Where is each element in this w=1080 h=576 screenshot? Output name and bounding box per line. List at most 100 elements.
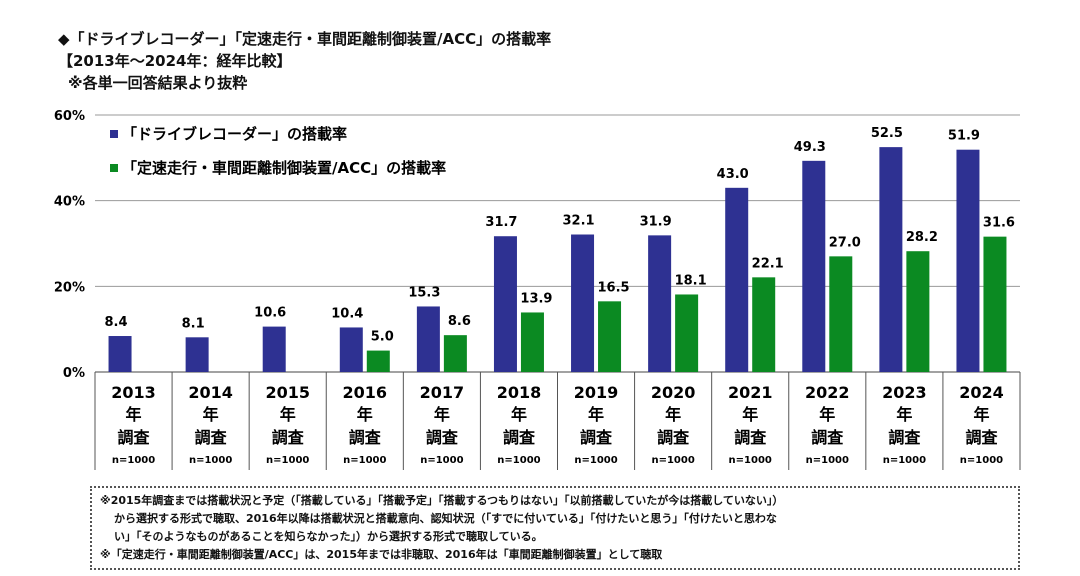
bar bbox=[725, 187, 749, 372]
x-tick-label: 2015 bbox=[265, 383, 310, 402]
x-tick-label: 2016 bbox=[343, 383, 388, 402]
x-tick-suffix: 調査 bbox=[195, 428, 227, 447]
chart-title: ◆「ドライブレコーダー」「定速走行・車間距離制御装置/ACC」の搭載率 bbox=[58, 30, 552, 48]
y-tick-label: 60% bbox=[54, 109, 85, 124]
x-tick-label: 2024 bbox=[959, 383, 1004, 402]
sample-size-label: n=1000 bbox=[960, 455, 1003, 466]
data-label: 10.4 bbox=[331, 306, 363, 321]
x-tick-suffix: 年 bbox=[588, 405, 604, 424]
data-label: 31.6 bbox=[983, 216, 1015, 231]
chart-note: ※各単一回答結果より抜粋 bbox=[68, 74, 248, 92]
sample-size-label: n=1000 bbox=[343, 455, 386, 466]
data-label: 49.3 bbox=[794, 140, 826, 155]
data-label: 27.0 bbox=[829, 235, 861, 250]
data-label: 13.9 bbox=[520, 291, 552, 306]
x-tick-suffix: 調査 bbox=[349, 428, 381, 447]
bar bbox=[956, 149, 980, 372]
data-label: 28.2 bbox=[906, 230, 938, 245]
bar bbox=[802, 160, 826, 372]
legend-swatch bbox=[110, 130, 118, 138]
bar bbox=[339, 327, 363, 372]
data-label: 52.5 bbox=[871, 126, 903, 141]
sample-size-label: n=1000 bbox=[729, 455, 772, 466]
x-tick-label: 2022 bbox=[805, 383, 850, 402]
bar bbox=[571, 234, 595, 372]
bar bbox=[108, 336, 132, 372]
x-tick-label: 2013 bbox=[111, 383, 156, 402]
x-tick-suffix: 調査 bbox=[734, 428, 766, 447]
sample-size-label: n=1000 bbox=[112, 455, 155, 466]
data-label: 8.4 bbox=[105, 315, 128, 330]
data-label: 31.9 bbox=[640, 214, 672, 229]
footnote-line: から選択する形式で聴取、2016年以降は搭載状況と搭載意向、認知状況（「すでに付… bbox=[114, 512, 777, 525]
chart-header: ◆「ドライブレコーダー」「定速走行・車間距離制御装置/ACC」の搭載率 【201… bbox=[58, 28, 551, 94]
x-tick-suffix: 年 bbox=[896, 405, 912, 424]
legend-label: 「定速走行・車間距離制御装置/ACC」の搭載率 bbox=[122, 159, 446, 177]
x-tick-suffix: 年 bbox=[742, 405, 758, 424]
sample-size-label: n=1000 bbox=[497, 455, 540, 466]
data-label: 8.6 bbox=[448, 314, 471, 329]
x-tick-suffix: 調査 bbox=[888, 428, 920, 447]
footnote-line: い」「そのようなものがあることを知らなかった」）から選択する形式で聴取している。 bbox=[114, 530, 543, 543]
x-tick-suffix: 調査 bbox=[580, 428, 612, 447]
x-tick-suffix: 調査 bbox=[503, 428, 535, 447]
data-label: 15.3 bbox=[408, 285, 440, 300]
sample-size-label: n=1000 bbox=[806, 455, 849, 466]
x-tick-label: 2021 bbox=[728, 383, 773, 402]
x-tick-suffix: 年 bbox=[434, 405, 450, 424]
legend-label: 「ドライブレコーダー」の搭載率 bbox=[122, 125, 347, 143]
bar bbox=[520, 312, 544, 372]
x-tick-suffix: 年 bbox=[665, 405, 681, 424]
y-tick-label: 40% bbox=[54, 195, 85, 210]
x-tick-suffix: 調査 bbox=[965, 428, 997, 447]
x-tick-label: 2019 bbox=[574, 383, 619, 402]
data-label: 43.0 bbox=[717, 167, 749, 182]
sample-size-label: n=1000 bbox=[189, 455, 232, 466]
x-tick-suffix: 調査 bbox=[657, 428, 689, 447]
x-tick-label: 2014 bbox=[188, 383, 233, 402]
y-tick-label: 20% bbox=[54, 280, 85, 295]
sample-size-label: n=1000 bbox=[883, 455, 926, 466]
x-tick-label: 2020 bbox=[651, 383, 696, 402]
data-label: 8.1 bbox=[182, 316, 205, 331]
bar bbox=[493, 236, 517, 372]
x-tick-suffix: 年 bbox=[126, 405, 142, 424]
bar bbox=[829, 256, 853, 372]
x-tick-suffix: 年 bbox=[280, 405, 296, 424]
bar bbox=[185, 337, 209, 372]
bar bbox=[416, 306, 440, 372]
data-label: 31.7 bbox=[485, 215, 517, 230]
bar bbox=[598, 301, 622, 372]
sample-size-label: n=1000 bbox=[574, 455, 617, 466]
legend-swatch bbox=[110, 164, 118, 172]
x-tick-suffix: 調査 bbox=[272, 428, 304, 447]
data-label: 32.1 bbox=[563, 214, 595, 229]
footnote-line: ※「定速走行・車間距離制御装置/ACC」は、2015年までは非聴取、2016年は… bbox=[100, 548, 663, 561]
x-tick-suffix: 年 bbox=[511, 405, 527, 424]
y-tick-label: 0% bbox=[63, 366, 85, 381]
sample-size-label: n=1000 bbox=[651, 455, 694, 466]
data-label: 51.9 bbox=[948, 129, 980, 144]
data-label: 16.5 bbox=[598, 280, 630, 295]
bar bbox=[752, 277, 776, 372]
x-tick-suffix: 年 bbox=[203, 405, 219, 424]
bar bbox=[675, 294, 699, 372]
footnote-box: ※2015年調査までは搭載状況と予定（「搭載している」「搭載予定」「搭載するつも… bbox=[90, 486, 1020, 570]
bar bbox=[648, 235, 672, 372]
x-tick-suffix: 調査 bbox=[811, 428, 843, 447]
bar bbox=[262, 326, 286, 372]
bar bbox=[879, 147, 903, 372]
x-tick-label: 2023 bbox=[882, 383, 927, 402]
footnote-line: ※2015年調査までは搭載状況と予定（「搭載している」「搭載予定」「搭載するつも… bbox=[100, 494, 784, 507]
bar bbox=[443, 335, 467, 372]
x-tick-suffix: 年 bbox=[819, 405, 835, 424]
sample-size-label: n=1000 bbox=[420, 455, 463, 466]
data-label: 10.6 bbox=[254, 306, 286, 321]
sample-size-label: n=1000 bbox=[266, 455, 309, 466]
bar bbox=[366, 350, 390, 372]
data-label: 22.1 bbox=[752, 256, 784, 271]
data-label: 5.0 bbox=[371, 330, 394, 345]
bar-chart: 0% 20% 40% 60% 8.4 8.1 10.6 10.4 15.3 31.7 32.1 31.… bbox=[54, 109, 1021, 470]
bar bbox=[983, 236, 1007, 372]
x-tick-suffix: 年 bbox=[357, 405, 373, 424]
